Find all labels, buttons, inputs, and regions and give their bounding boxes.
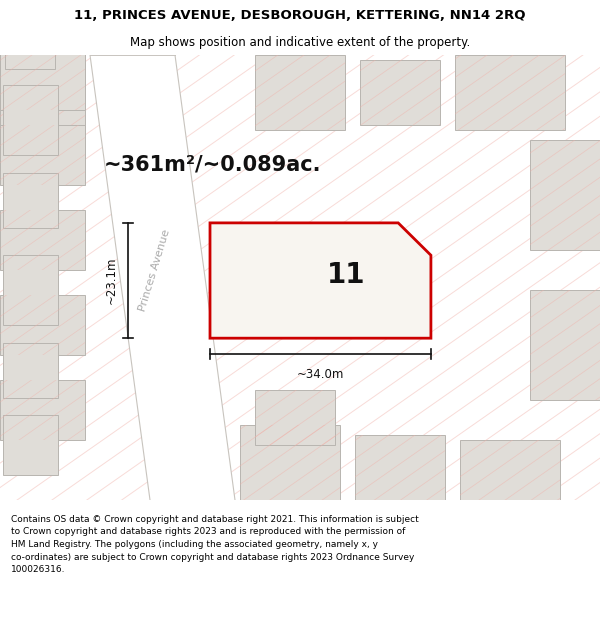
- Polygon shape: [0, 210, 85, 270]
- Polygon shape: [0, 50, 85, 110]
- Polygon shape: [2, 85, 58, 155]
- Polygon shape: [530, 290, 600, 400]
- Text: Princes Avenue: Princes Avenue: [138, 228, 172, 312]
- Polygon shape: [255, 390, 335, 445]
- Text: Contains OS data © Crown copyright and database right 2021. This information is : Contains OS data © Crown copyright and d…: [11, 515, 419, 574]
- Polygon shape: [2, 342, 58, 398]
- Polygon shape: [2, 415, 58, 475]
- Text: Map shows position and indicative extent of the property.: Map shows position and indicative extent…: [130, 36, 470, 49]
- Text: 11, PRINCES AVENUE, DESBOROUGH, KETTERING, NN14 2RQ: 11, PRINCES AVENUE, DESBOROUGH, KETTERIN…: [74, 9, 526, 22]
- Polygon shape: [255, 55, 345, 130]
- Polygon shape: [360, 60, 440, 125]
- Polygon shape: [355, 435, 445, 500]
- Polygon shape: [0, 380, 85, 440]
- Text: 11: 11: [327, 261, 365, 289]
- Polygon shape: [530, 140, 600, 250]
- Polygon shape: [0, 55, 85, 170]
- Polygon shape: [5, 51, 55, 69]
- Polygon shape: [90, 55, 235, 500]
- Polygon shape: [460, 440, 560, 500]
- Polygon shape: [240, 425, 340, 500]
- Polygon shape: [210, 223, 431, 338]
- Text: ~34.0m: ~34.0m: [297, 368, 344, 381]
- Polygon shape: [2, 255, 58, 325]
- Polygon shape: [0, 295, 85, 355]
- Text: ~23.1m: ~23.1m: [105, 257, 118, 304]
- Polygon shape: [2, 173, 58, 228]
- Polygon shape: [0, 125, 85, 185]
- Polygon shape: [455, 55, 565, 130]
- Text: ~361m²/~0.089ac.: ~361m²/~0.089ac.: [104, 154, 322, 174]
